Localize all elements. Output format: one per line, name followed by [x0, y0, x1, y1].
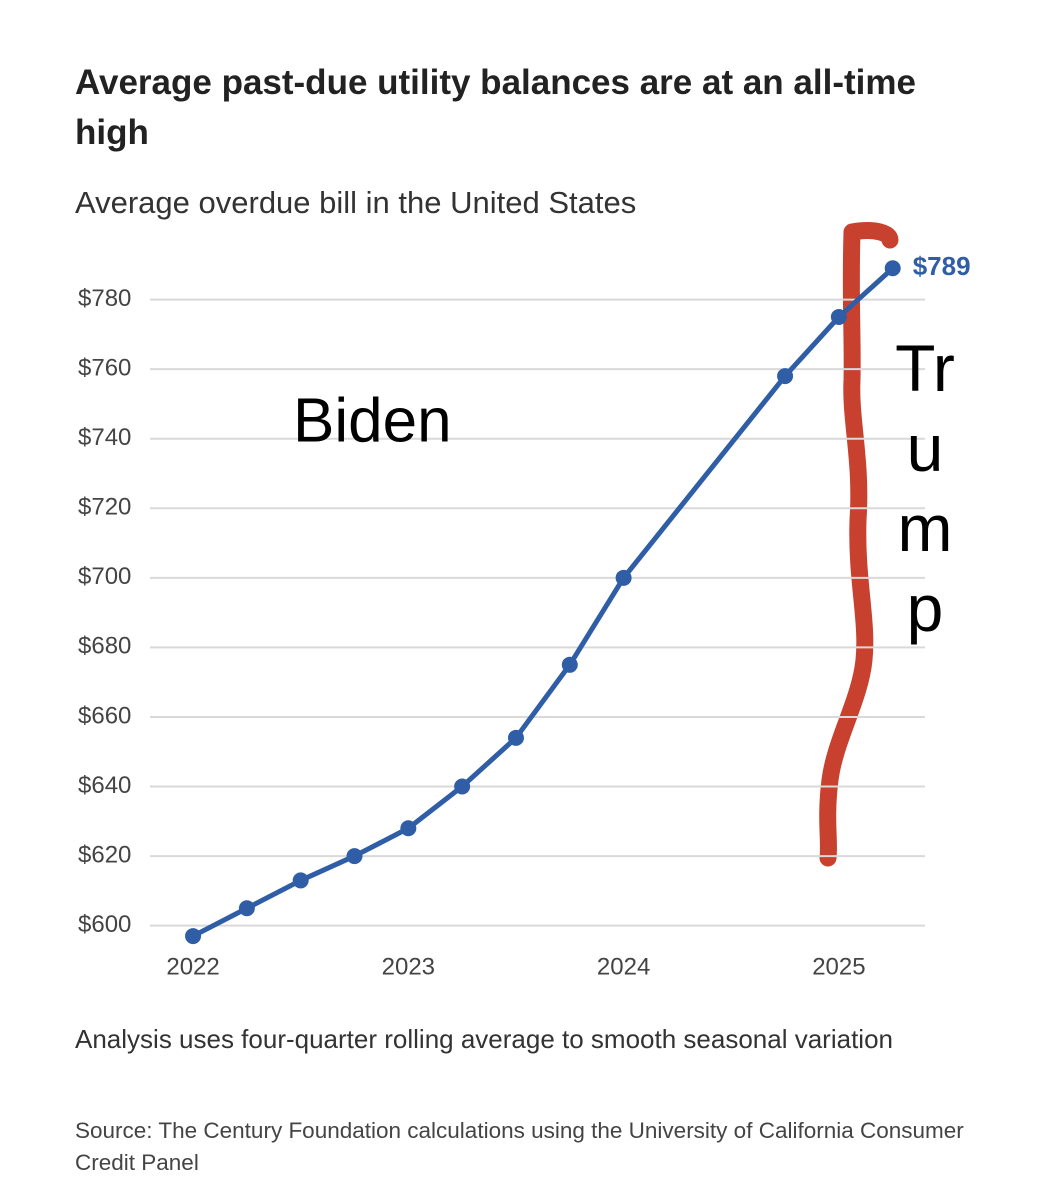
- data-point: [454, 778, 471, 795]
- data-point: [561, 656, 578, 673]
- annotation: Trump: [895, 331, 955, 645]
- data-point: [346, 848, 363, 865]
- x-tick-label: 2023: [382, 953, 435, 980]
- y-tick-label: $600: [78, 911, 131, 938]
- data-point: [185, 928, 202, 945]
- y-tick-label: $620: [78, 841, 131, 868]
- hand-drawn-line: [819, 222, 899, 867]
- data-point: [400, 820, 417, 837]
- series-line: [191, 266, 895, 939]
- y-tick-label: $780: [78, 285, 131, 312]
- data-point: [777, 368, 794, 385]
- chart-subtitle: Average overdue bill in the United State…: [75, 185, 637, 220]
- y-tick-label: $760: [78, 354, 131, 381]
- chart-title: Average past-due utility balances are at…: [75, 63, 916, 152]
- data-point: [238, 900, 255, 917]
- x-tick-label: 2024: [597, 953, 650, 980]
- data-point: [830, 308, 847, 325]
- value-label: $789: [913, 251, 971, 281]
- data-point: [292, 872, 309, 889]
- y-tick-label: $740: [78, 424, 131, 451]
- note: Analysis uses four-quarter rolling avera…: [75, 1024, 893, 1054]
- data-point: [884, 260, 901, 277]
- y-tick-label: $720: [78, 494, 131, 521]
- y-tick-label: $640: [78, 772, 131, 799]
- annotation: Biden: [293, 386, 452, 455]
- y-tick-label: $700: [78, 563, 131, 590]
- data-point: [615, 569, 632, 586]
- y-tick-label: $660: [78, 702, 131, 729]
- x-tick-label: 2022: [166, 953, 219, 980]
- data-point: [507, 729, 524, 746]
- source: Source: The Century Foundation calculati…: [75, 1118, 964, 1175]
- x-tick-label: 2025: [812, 953, 865, 980]
- y-tick-label: $680: [78, 633, 131, 660]
